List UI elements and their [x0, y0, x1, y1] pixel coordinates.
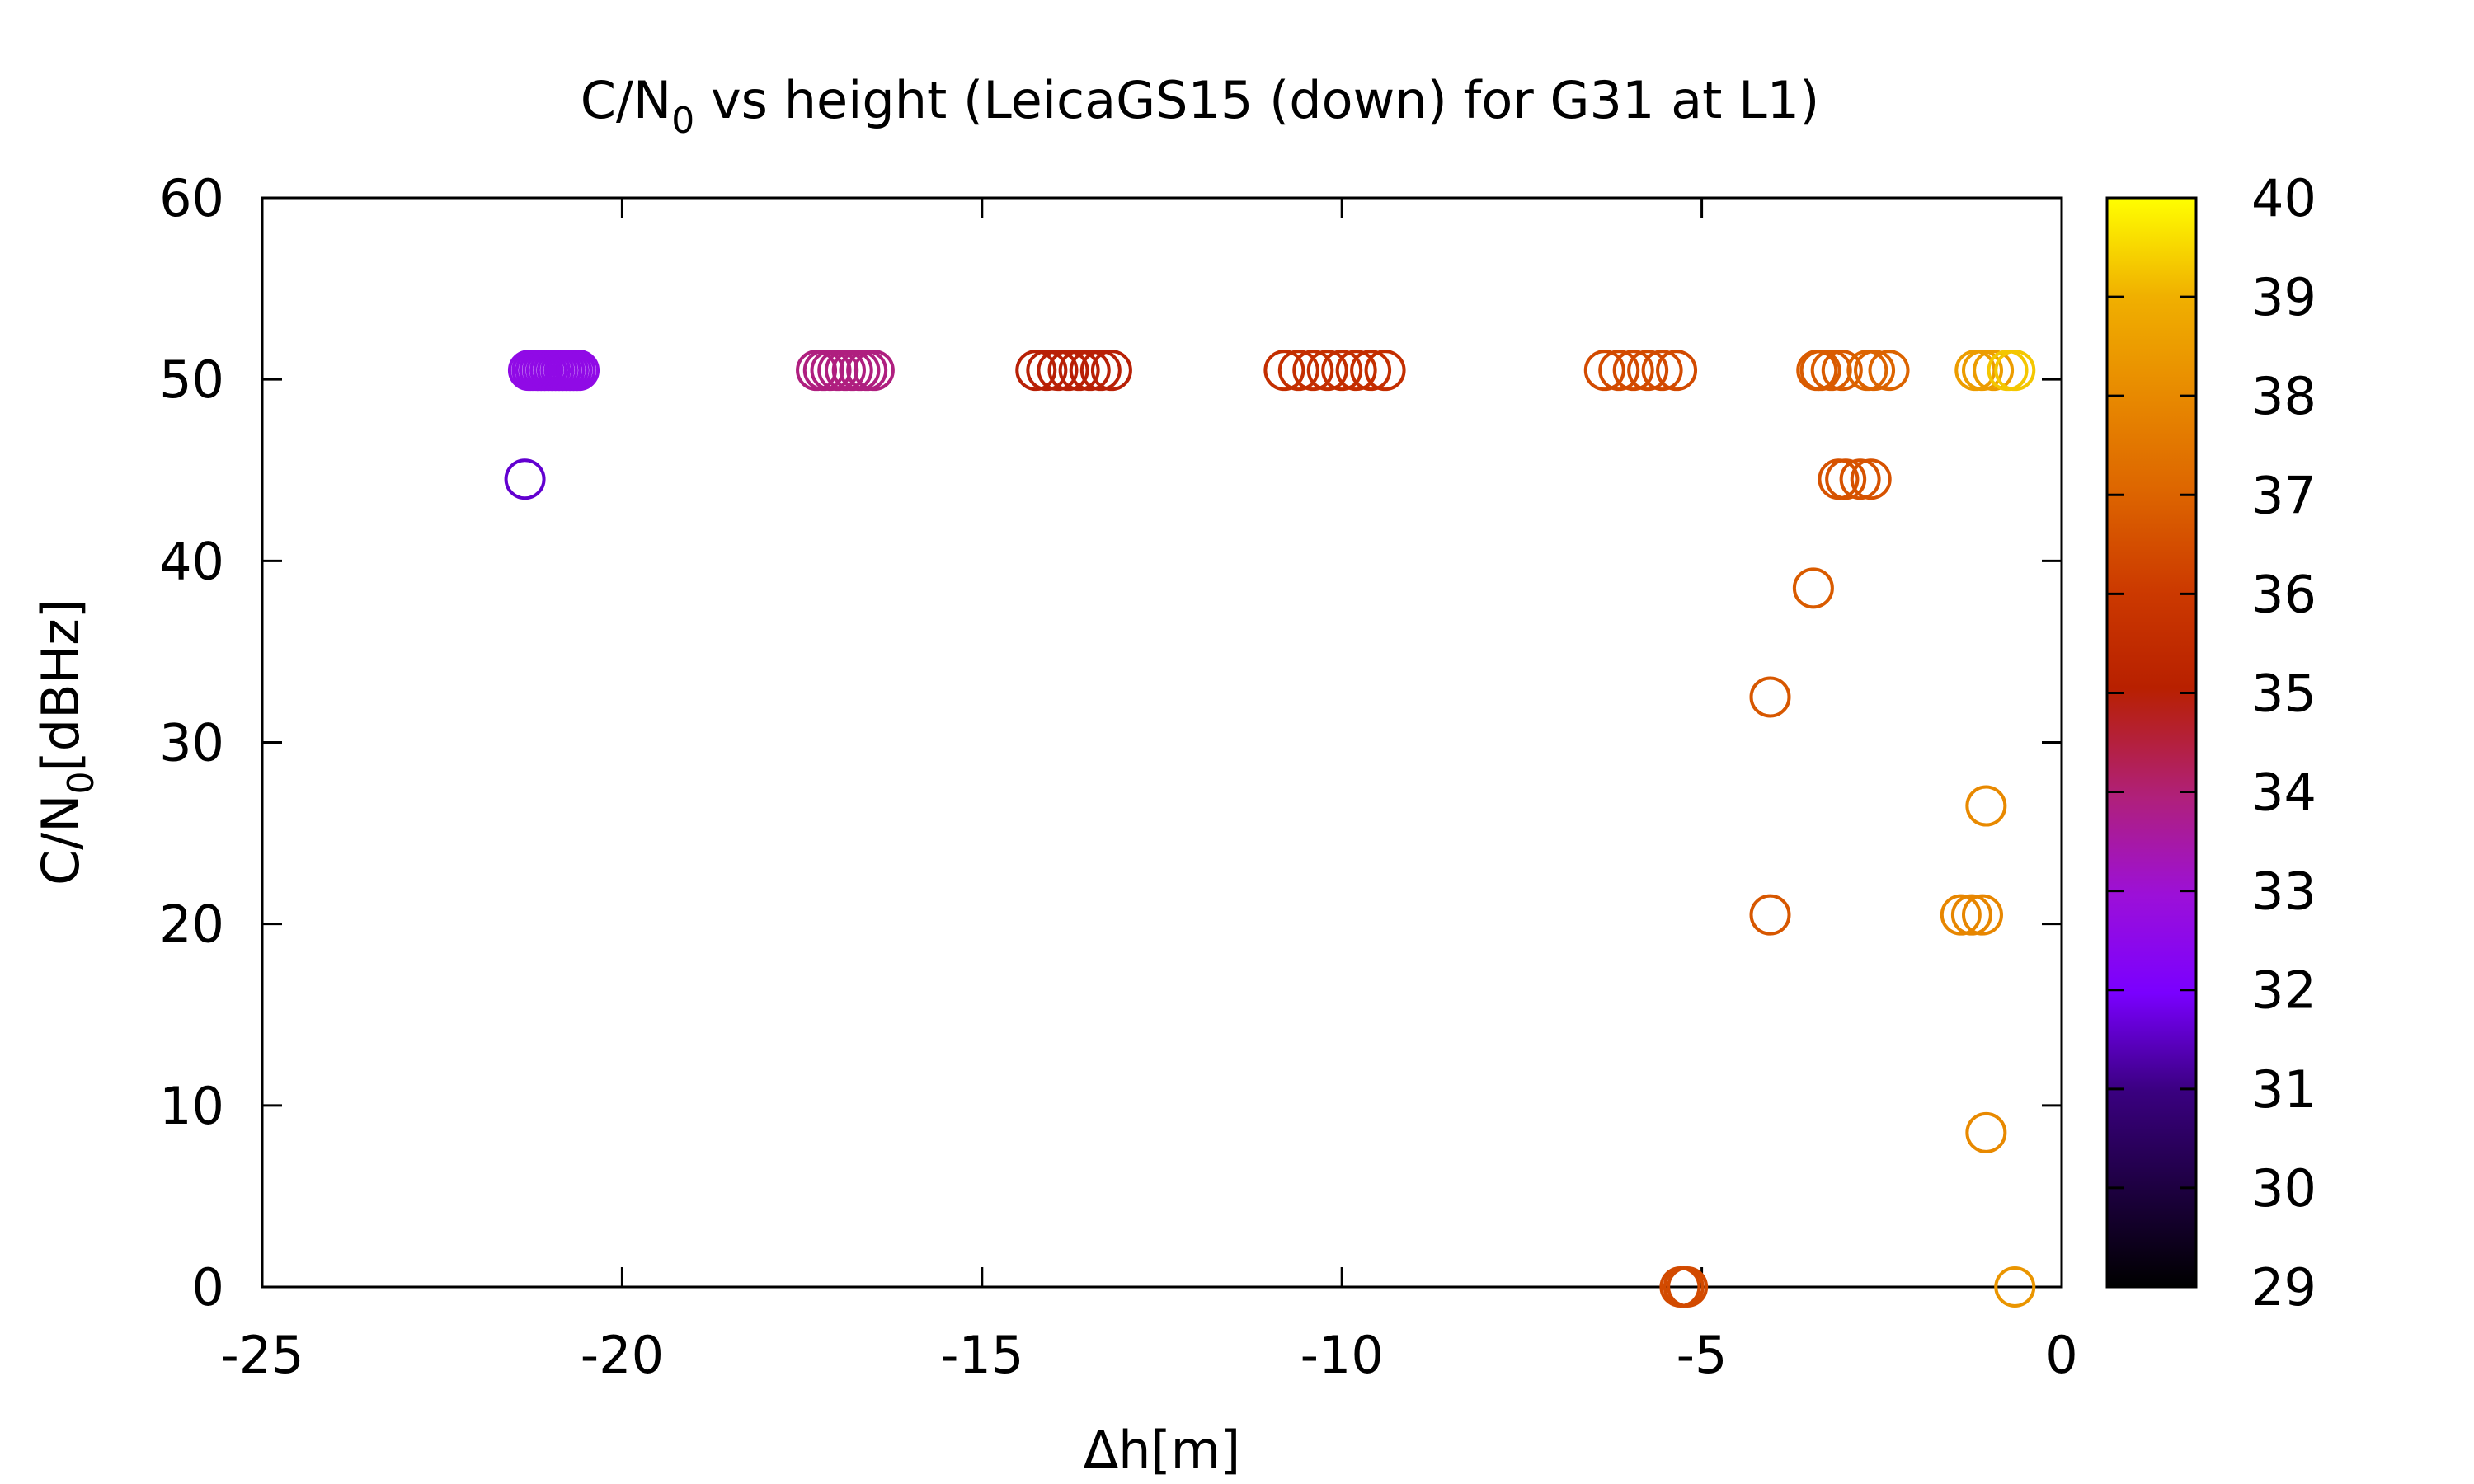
y-tick-label: 20 — [159, 895, 224, 955]
data-point — [1583, 350, 1625, 392]
colorbar-tick-label: 31 — [2251, 1059, 2316, 1120]
x-tick-label: -15 — [940, 1325, 1023, 1385]
data-point — [1292, 350, 1334, 392]
x-tick-label: -5 — [1677, 1325, 1728, 1385]
data-point — [1792, 567, 1834, 609]
data-point — [1058, 350, 1100, 392]
data-point — [1965, 785, 2007, 827]
colorbar-tick-label: 37 — [2251, 465, 2316, 525]
data-point — [1796, 350, 1838, 392]
data-point — [1069, 350, 1111, 392]
data-point — [796, 350, 838, 392]
data-point — [1090, 350, 1132, 392]
data-point — [1026, 350, 1068, 392]
x-tick-label: 0 — [2045, 1325, 2077, 1385]
x-tick-label: -10 — [1300, 1325, 1384, 1385]
data-point — [1973, 350, 2015, 392]
data-point — [1821, 350, 1863, 392]
data-point — [1659, 1266, 1701, 1308]
data-point — [1868, 350, 1910, 392]
data-points — [504, 350, 2036, 1308]
data-point — [1950, 894, 1992, 936]
colorbar-tick-label: 40 — [2251, 168, 2316, 228]
data-point — [1079, 350, 1122, 392]
colorbar-tick-label: 38 — [2251, 366, 2316, 426]
x-tick-label: -25 — [220, 1325, 303, 1385]
y-axis-title: C/N0[dBHz] — [31, 599, 102, 885]
data-point — [1047, 350, 1089, 392]
chart-title: C/N0 vs height (LeicaGS15 (down) for G31… — [581, 70, 1820, 142]
data-point — [1846, 350, 1888, 392]
data-point — [1961, 894, 2003, 936]
x-tick-label: -20 — [581, 1325, 664, 1385]
axis-ticks — [261, 196, 2063, 1289]
y-tick-label: 10 — [159, 1076, 224, 1136]
colorbar-tick-label: 39 — [2251, 267, 2316, 327]
data-point — [1335, 350, 1377, 392]
data-point — [1037, 350, 1079, 392]
data-point — [507, 350, 549, 392]
data-point — [1656, 350, 1698, 392]
colorbar-ticks — [2107, 196, 2196, 1289]
data-point — [1994, 1266, 2036, 1308]
colorbar-tick-label: 33 — [2251, 862, 2316, 922]
colorbar-tick-labels: 29 30 31 32 33 34 35 36 37 38 39 40 — [2251, 168, 2316, 1317]
data-point — [1641, 350, 1683, 392]
colorbar-tick-label: 30 — [2251, 1158, 2316, 1219]
data-point — [1850, 458, 1892, 500]
data-point — [1015, 350, 1057, 392]
y-tick-label: 0 — [192, 1257, 224, 1317]
data-point — [1810, 350, 1852, 392]
colorbar-tick-label: 29 — [2251, 1257, 2316, 1317]
data-point — [1965, 1111, 2007, 1153]
data-point — [1627, 350, 1669, 392]
x-tick-labels: -25 -20 -15 -10 -5 0 — [220, 1325, 2077, 1385]
data-point — [1612, 350, 1654, 392]
data-point — [1987, 350, 2029, 392]
colorbar — [2105, 196, 2198, 1289]
data-point — [1364, 350, 1406, 392]
x-axis-title: Δh[m] — [1084, 1420, 1240, 1480]
data-point — [504, 458, 546, 500]
data-point — [1818, 458, 1860, 500]
y-tick-label: 50 — [159, 350, 224, 410]
y-tick-labels: 0 10 20 30 40 50 60 — [159, 168, 224, 1317]
colorbar-tick-label: 36 — [2251, 564, 2316, 624]
data-point — [1940, 894, 1982, 936]
data-point — [1350, 350, 1392, 392]
data-point — [1263, 350, 1305, 392]
colorbar-tick-label: 32 — [2251, 960, 2316, 1021]
data-point — [1749, 894, 1791, 936]
data-point — [1839, 458, 1881, 500]
y-tick-label: 60 — [159, 168, 224, 228]
data-point — [1306, 350, 1348, 392]
data-point — [1954, 350, 1997, 392]
data-point — [1277, 350, 1319, 392]
colorbar-tick-label: 34 — [2251, 763, 2316, 823]
y-tick-label: 30 — [159, 713, 224, 773]
data-point — [1321, 350, 1363, 392]
y-tick-label: 40 — [159, 531, 224, 591]
data-point — [1749, 676, 1791, 718]
data-point — [1799, 350, 1841, 392]
colorbar-tick-label: 35 — [2251, 663, 2316, 723]
data-point — [1598, 350, 1640, 392]
